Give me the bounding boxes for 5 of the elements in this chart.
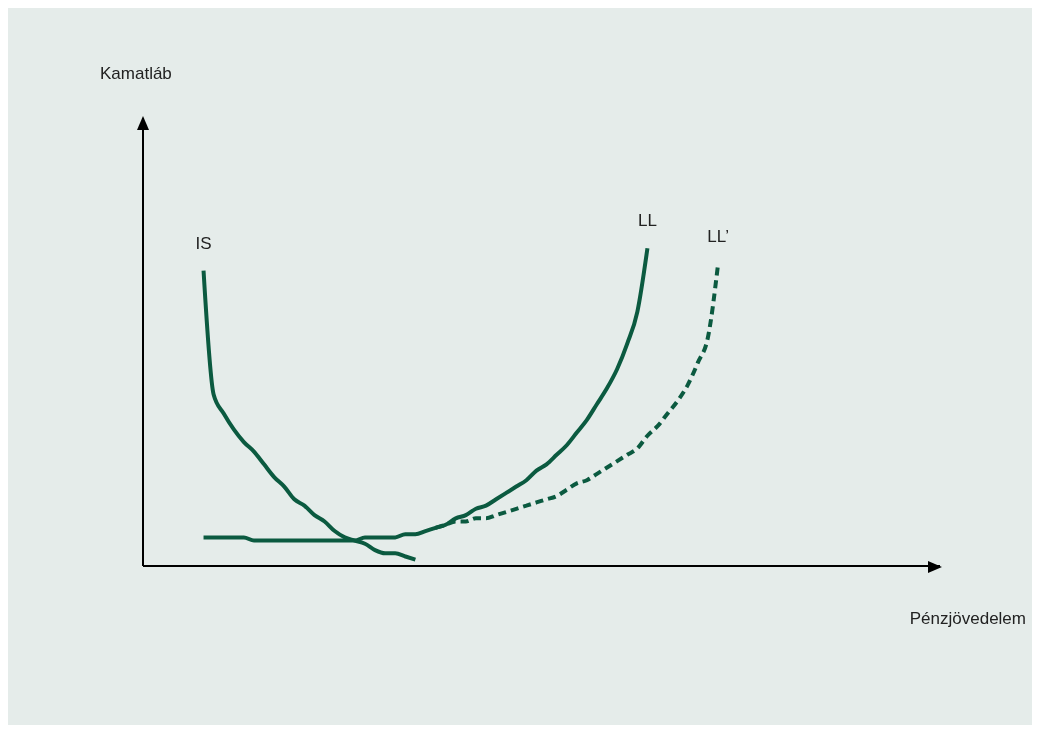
series-label: LL (637, 211, 657, 231)
series-label: IS (195, 233, 212, 253)
series-label: LL’ (707, 227, 729, 247)
text: Kamatláb (100, 64, 172, 84)
x-axis-title: Pénzjövedelem (909, 609, 1026, 629)
